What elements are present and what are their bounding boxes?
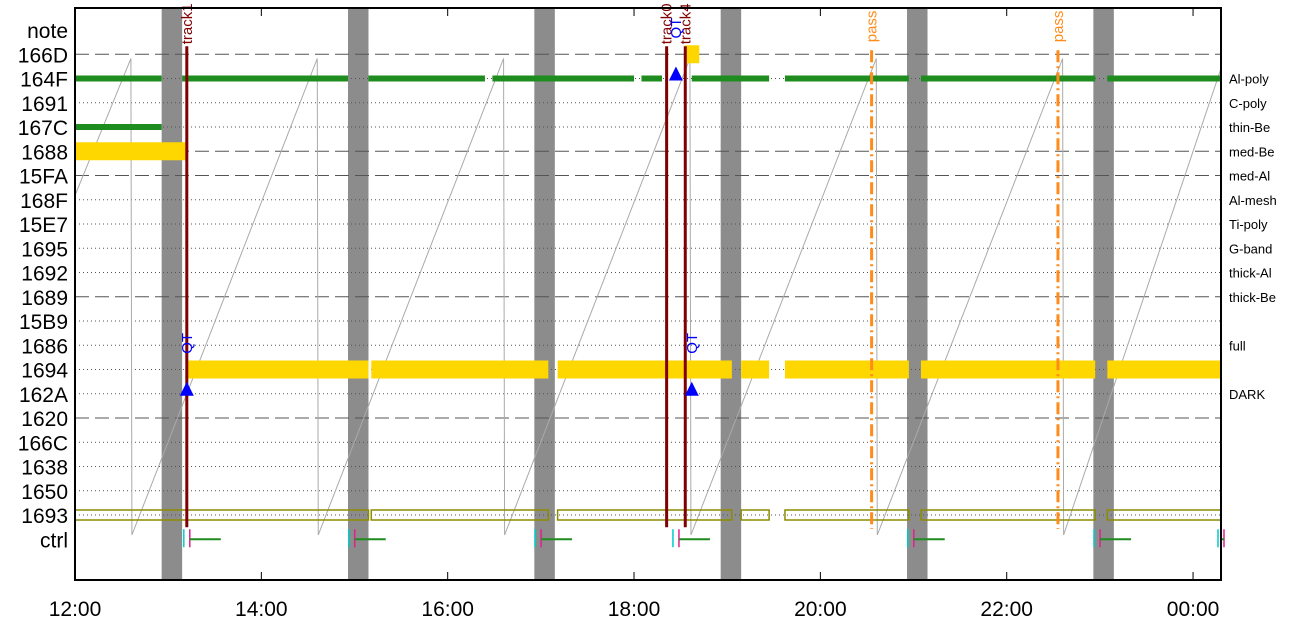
row-label-1692: 1692 <box>21 263 68 286</box>
right-label-G-band: G-band <box>1229 241 1272 256</box>
row-label-167C: 167C <box>18 117 68 140</box>
row-label-1620: 1620 <box>21 408 68 431</box>
qt-marker-2 <box>684 381 699 396</box>
green-bar-164F-8 <box>1107 75 1221 82</box>
row-label-15B9: 15B9 <box>19 311 68 334</box>
yellow-bar-1694-1 <box>371 360 549 379</box>
row-label-note: note <box>27 20 68 43</box>
green-bar-164F-1 <box>182 75 348 82</box>
right-label-C-poly: C-poly <box>1229 96 1267 111</box>
shaded-band-4 <box>907 8 928 580</box>
row-label-15FA: 15FA <box>19 166 68 189</box>
green-bar-164F-5 <box>691 75 770 82</box>
ctrl-events <box>183 529 1225 548</box>
pass-lines: pass pass <box>864 11 1067 529</box>
x-tick-label-20:00: 20:00 <box>794 598 847 621</box>
x-tick-label-14:00: 14:00 <box>235 598 288 621</box>
right-label-full: full <box>1229 338 1246 353</box>
track-label-track1: track1 <box>179 3 196 44</box>
row-label-1688: 1688 <box>21 141 68 164</box>
yellow-bar-1688-0 <box>75 142 187 161</box>
yellow-bar-1694-6 <box>1107 360 1221 379</box>
plot-frame <box>74 7 1222 581</box>
row-label-1650: 1650 <box>21 481 68 504</box>
pass-label-1: pass <box>1050 11 1067 43</box>
qt-label-2: QT <box>684 333 701 354</box>
green-bar-164F-6 <box>784 75 909 82</box>
row-label-162A: 162A <box>19 384 68 407</box>
shaded-band-2 <box>534 8 555 580</box>
row-label-164F: 164F <box>20 69 68 92</box>
green-bar-164F-3 <box>492 75 635 82</box>
row-label-1638: 1638 <box>21 457 68 480</box>
olive-box-0 <box>186 509 370 521</box>
olive-box-3 <box>740 509 770 521</box>
shaded-band-3 <box>720 8 742 580</box>
right-label-thin-Be: thin-Be <box>1229 120 1270 135</box>
row-label-ctrl: ctrl <box>40 529 68 552</box>
row-label-1689: 1689 <box>21 287 68 310</box>
right-label-thick-Al: thick-Al <box>1229 266 1272 281</box>
sawtooth-line <box>74 58 1222 536</box>
row-label-166C: 166C <box>18 432 68 455</box>
yellow-bar-1694-5 <box>920 360 1096 379</box>
olive-box-4 <box>784 509 910 521</box>
qt-label-0: QT <box>179 333 196 354</box>
x-tick-labels: 12:00 14:00 16:00 18:00 20:00 22:00 00:00 <box>49 8 1220 621</box>
green-bar-164F-7 <box>920 75 1096 82</box>
row-label-166D: 166D <box>18 44 68 67</box>
right-label-Al-mesh: Al-mesh <box>1229 193 1277 208</box>
right-label-Ti-poly: Ti-poly <box>1229 217 1268 232</box>
right-label-Al-poly: Al-poly <box>1229 72 1269 87</box>
row-labels: note166D164F1691167C168815FA168F15E71695… <box>18 20 69 552</box>
qt-marker-1 <box>668 66 683 81</box>
olive-box-2 <box>556 509 733 521</box>
olive-box-5 <box>920 509 1096 521</box>
yellow-bar-1694-0 <box>186 360 369 379</box>
right-label-DARK: DARK <box>1229 387 1265 402</box>
row-label-15E7: 15E7 <box>19 214 68 237</box>
yellow-bar-166D-0 <box>685 45 700 64</box>
track-label-track4: track4 <box>677 3 694 44</box>
x-tick-label-16:00: 16:00 <box>421 598 474 621</box>
x-tick-label-22:00: 22:00 <box>980 598 1033 621</box>
qt-marker-0 <box>179 381 194 396</box>
right-labels: Al-poly C-poly thin-Be med-Be med-Al Al-mesh T… <box>1229 72 1277 402</box>
green-bar-164F-2 <box>368 75 485 82</box>
green-bar-164F-4 <box>641 75 662 82</box>
row-label-1693: 1693 <box>21 505 68 528</box>
row-gridlines <box>75 53 1221 516</box>
bars <box>75 45 1221 379</box>
x-tick-label-12:00: 12:00 <box>49 598 102 621</box>
green-bar-164F-0 <box>75 75 162 82</box>
row-label-1694: 1694 <box>21 360 68 383</box>
sawtooth-curve <box>74 58 1222 536</box>
row-label-1686: 1686 <box>21 335 68 358</box>
row-label-1691: 1691 <box>21 93 68 116</box>
right-label-thick-Be: thick-Be <box>1229 290 1276 305</box>
row-label-168F: 168F <box>20 190 68 213</box>
shaded-band-5 <box>1093 8 1114 580</box>
green-bar-167C-0 <box>75 124 162 130</box>
yellow-bar-1694-4 <box>784 360 909 379</box>
x-tick-label-18:00: 18:00 <box>608 598 661 621</box>
pass-label-0: pass <box>864 11 881 43</box>
row-label-1695: 1695 <box>21 238 68 261</box>
shaded-band-0 <box>161 8 183 580</box>
qt-label-1: QT <box>668 18 685 39</box>
shaded-band-1 <box>347 8 369 580</box>
x-tick-label-00:00: 00:00 <box>1167 598 1220 621</box>
track-label-track0: track0 <box>659 3 676 44</box>
olive-box-1 <box>370 509 550 521</box>
yellow-bar-1694-3 <box>741 360 770 379</box>
yellow-bar-1694-2 <box>557 360 732 379</box>
right-label-med-Be: med-Be <box>1229 144 1275 159</box>
right-label-med-Al: med-Al <box>1229 169 1270 184</box>
